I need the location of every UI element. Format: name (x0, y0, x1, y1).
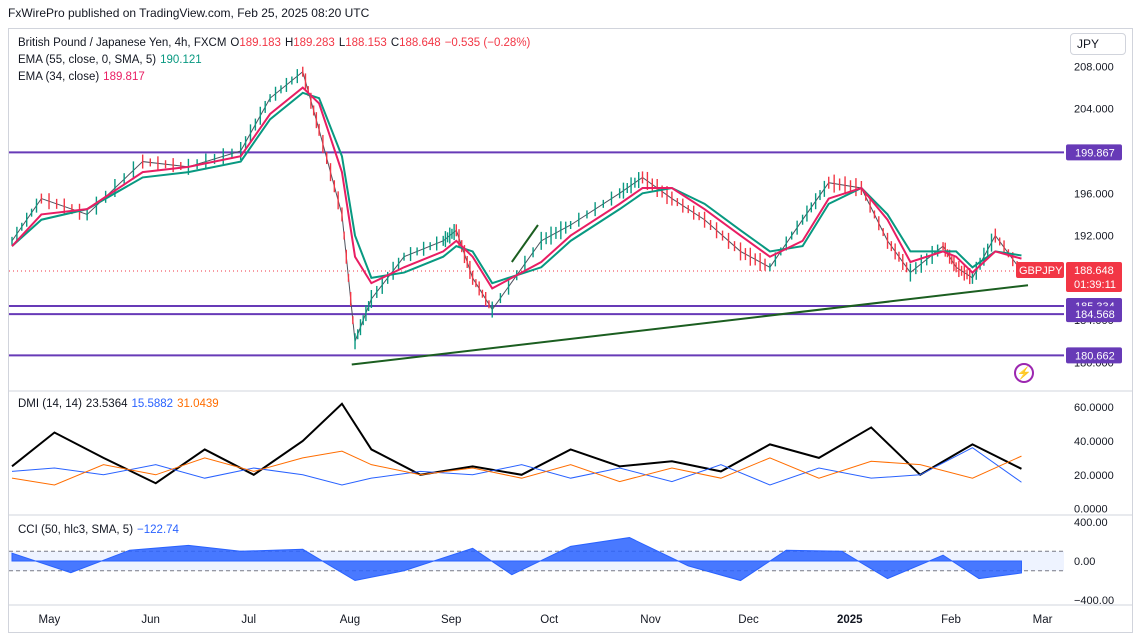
tradingview-logo-icon[interactable]: ⚡ (1014, 363, 1034, 383)
level-badge-label-0: 199.867 (1075, 147, 1115, 159)
dmi-series-0 (11, 402, 1022, 485)
dmi-series-2 (11, 450, 1022, 486)
open-label: O (230, 37, 240, 49)
low-label: L (338, 37, 346, 49)
dmi-minus-value: 31.0439 (177, 398, 219, 410)
dmi-tick-label-1: 40.0000 (1074, 436, 1114, 448)
price-tick-label-0: 208.000 (1074, 61, 1114, 73)
time-tick-label-5: Oct (540, 614, 559, 626)
cci-label: CCI (50, hlc3, SMA, 5) (18, 524, 134, 536)
change-value: −0.535 (−0.28%) (444, 37, 531, 49)
symbol-badge-label: GBPJPY (1019, 265, 1063, 277)
level-badge-0 (1066, 144, 1122, 161)
time-tick-label-3: Aug (340, 614, 360, 626)
time-tick-label-10: Mar (1033, 614, 1053, 626)
cci-tick-label-0: 400.00 (1074, 517, 1108, 529)
close-value: 188.648 (399, 37, 441, 49)
price-badge-label: 188.648 (1074, 265, 1114, 277)
high-label: H (284, 37, 294, 49)
countdown-label: 01:39:11 (1074, 279, 1116, 291)
cci-pane[interactable] (9, 537, 1064, 582)
cci-area (11, 537, 1022, 582)
time-tick-label-0: May (39, 614, 61, 626)
high-value: 189.283 (293, 37, 335, 49)
cci-legend: CCI (50, hlc3, SMA, 5) −122.74 (18, 524, 183, 536)
time-tick-label-6: Nov (640, 614, 661, 626)
time-tick-label-4: Sep (441, 614, 461, 626)
dmi-plus-value: 15.5882 (131, 398, 174, 410)
ema55-line (11, 91, 1022, 285)
axes: 208.000204.000200.000196.000192.000188.0… (39, 61, 1122, 626)
open-value: 189.183 (239, 37, 281, 49)
ema55-value: 190.121 (160, 54, 202, 66)
currency-button[interactable]: JPY (1070, 33, 1126, 55)
price-badge (1066, 262, 1122, 293)
cci-tick-label-1: 0.00 (1074, 556, 1095, 568)
ema34-legend: EMA (34, close) 189.817 (18, 71, 149, 83)
dmi-tick-label-3: 0.0000 (1074, 504, 1108, 516)
symbol-badge (1016, 262, 1064, 279)
ema34-value: 189.817 (103, 71, 145, 83)
time-tick-label-7: Dec (738, 614, 759, 626)
price-tick-label-3: 196.000 (1074, 188, 1114, 200)
price-tick-label-4: 192.000 (1074, 231, 1114, 243)
time-tick-label-9: Feb (941, 614, 961, 626)
level-badge-3 (1066, 347, 1122, 364)
dmi-pane[interactable] (11, 402, 1022, 486)
ema34-label: EMA (34, close) (18, 71, 100, 83)
symbol-title: British Pound / Japanese Yen, 4h, FXCM (18, 37, 227, 49)
ema55-label: EMA (55, close, 0, SMA, 5) (18, 54, 157, 66)
dmi-tick-label-0: 60.0000 (1074, 402, 1114, 414)
dmi-label: DMI (14, 14) (18, 398, 82, 410)
ema34-line (11, 86, 1022, 290)
time-tick-label-2: Jul (241, 614, 256, 626)
time-tick-label-8: 2025 (837, 614, 863, 626)
price-pane[interactable] (9, 66, 1064, 366)
publisher-caption: FxWirePro published on TradingView.com, … (8, 6, 370, 20)
cci-value: −122.74 (137, 524, 179, 536)
trendline-1 (511, 224, 539, 263)
dmi-tick-label-2: 20.0000 (1074, 470, 1114, 482)
level-badge-label-2: 184.568 (1075, 309, 1115, 321)
dmi-series-1 (11, 447, 1022, 486)
ema55-legend: EMA (55, close, 0, SMA, 5) 190.121 (18, 54, 206, 66)
time-tick-label-1: Jun (141, 614, 160, 626)
price-legend: British Pound / Japanese Yen, 4h, FXCM O1… (18, 37, 534, 49)
trendline-0 (351, 284, 1029, 366)
dmi-legend: DMI (14, 14) 23.5364 15.5882 31.0439 (18, 398, 223, 410)
level-badge-2 (1066, 306, 1122, 323)
level-badge-label-3: 180.662 (1075, 350, 1115, 362)
cci-tick-label-2: −400.00 (1074, 595, 1114, 607)
low-value: 188.153 (345, 37, 387, 49)
price-tick-label-1: 204.000 (1074, 104, 1114, 116)
close-label: C (390, 37, 400, 49)
dmi-adx-value: 23.5364 (85, 398, 128, 410)
chart-frame (8, 28, 1133, 633)
